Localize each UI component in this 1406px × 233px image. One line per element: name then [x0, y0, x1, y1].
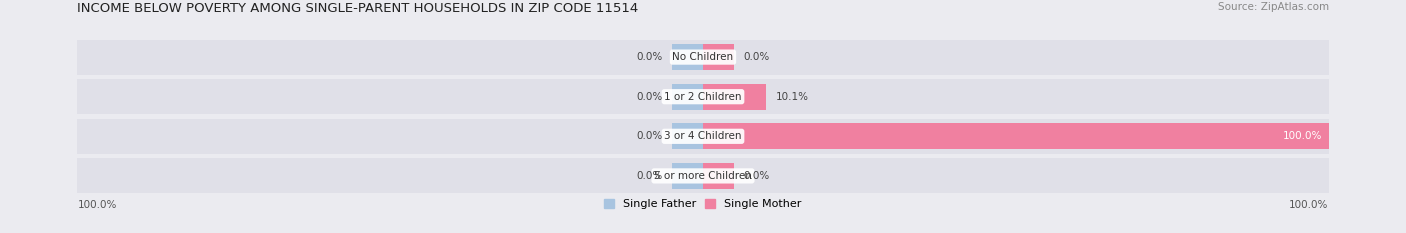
Text: 0.0%: 0.0% — [636, 131, 662, 141]
Text: INCOME BELOW POVERTY AMONG SINGLE-PARENT HOUSEHOLDS IN ZIP CODE 11514: INCOME BELOW POVERTY AMONG SINGLE-PARENT… — [77, 2, 638, 15]
Bar — [703, 163, 734, 189]
Text: 3 or 4 Children: 3 or 4 Children — [664, 131, 742, 141]
Text: 10.1%: 10.1% — [776, 92, 808, 102]
Text: 0.0%: 0.0% — [744, 171, 770, 181]
Bar — [672, 84, 703, 110]
Bar — [703, 123, 1329, 149]
Text: 5 or more Children: 5 or more Children — [654, 171, 752, 181]
Text: 100.0%: 100.0% — [1289, 200, 1329, 210]
Text: 100.0%: 100.0% — [1284, 131, 1323, 141]
Bar — [672, 44, 703, 70]
Text: 100.0%: 100.0% — [77, 200, 117, 210]
Text: No Children: No Children — [672, 52, 734, 62]
Bar — [703, 44, 734, 70]
Text: 0.0%: 0.0% — [636, 171, 662, 181]
Bar — [703, 84, 766, 110]
Text: Source: ZipAtlas.com: Source: ZipAtlas.com — [1218, 2, 1329, 12]
Text: 0.0%: 0.0% — [636, 52, 662, 62]
Bar — [672, 163, 703, 189]
Legend: Single Father, Single Mother: Single Father, Single Mother — [605, 199, 801, 209]
Text: 1 or 2 Children: 1 or 2 Children — [664, 92, 742, 102]
Bar — [672, 123, 703, 149]
Text: 0.0%: 0.0% — [636, 92, 662, 102]
Text: 0.0%: 0.0% — [744, 52, 770, 62]
